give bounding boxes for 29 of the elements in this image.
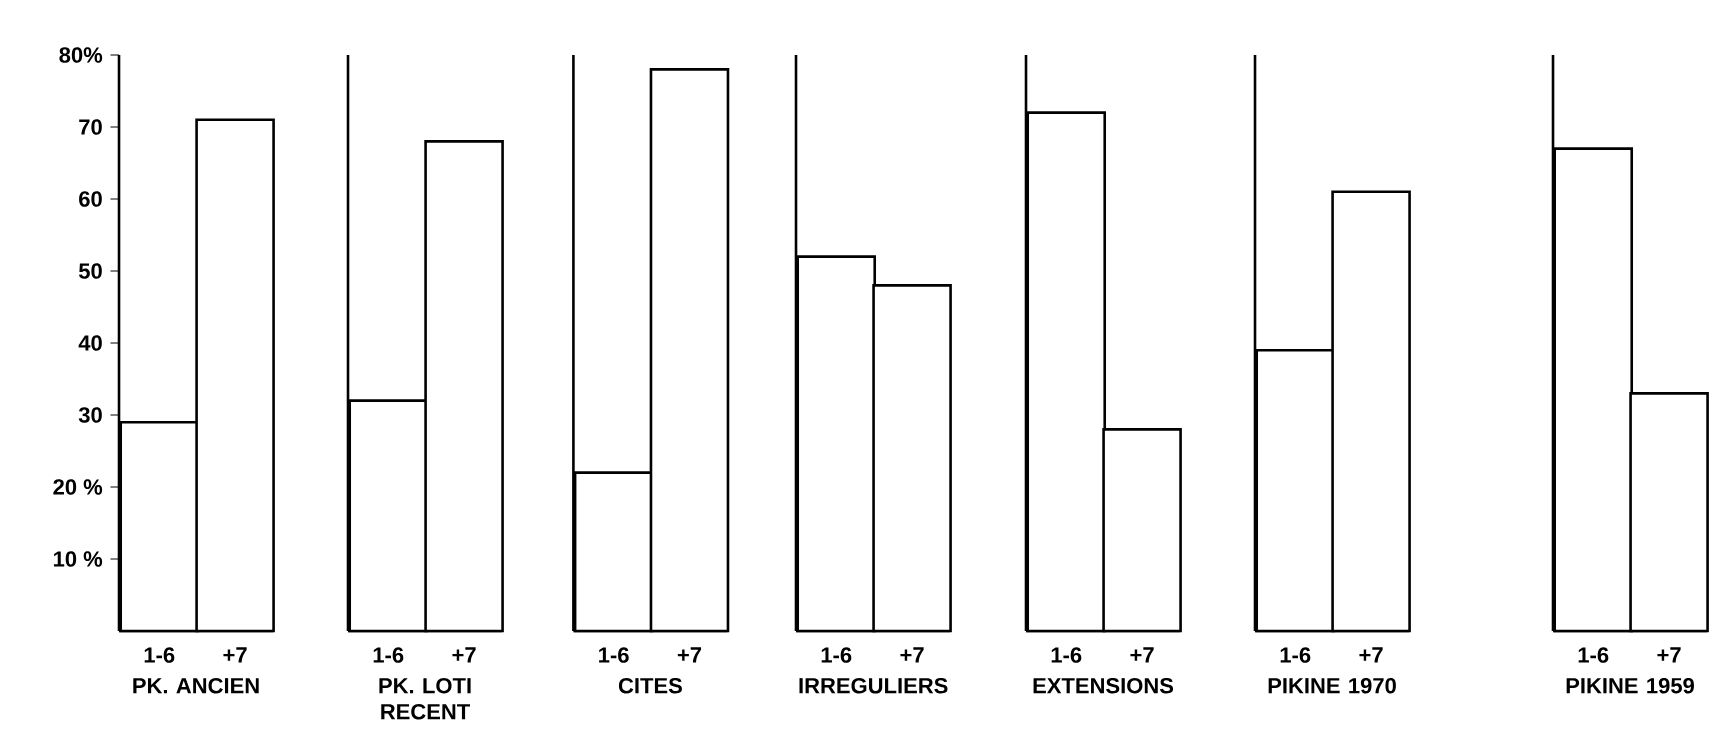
- y-tick-label: 30: [78, 407, 102, 423]
- x-axis-title: PK. ANCIEN: [133, 677, 259, 694]
- x-tick-label: 1-6: [1280, 647, 1311, 663]
- x-axis-title: PIKINE 1970: [1268, 677, 1396, 694]
- x-axis-title: IRREGULIERS: [799, 677, 948, 694]
- x-tick-label: 1-6: [1578, 647, 1609, 663]
- y-tick-label: 80%: [59, 47, 103, 63]
- x-tick-label: +7: [1657, 647, 1681, 663]
- x-axis-title: PK. LOTI RECENT: [379, 677, 471, 720]
- x-tick-label: 1-6: [144, 647, 175, 663]
- y-tick-label: 40: [78, 335, 102, 351]
- x-tick-label: +7: [223, 647, 247, 663]
- x-axis-title: EXTENSIONS: [1033, 677, 1174, 694]
- y-tick-label: 70: [79, 119, 102, 135]
- y-tick-label: 20 %: [53, 479, 103, 495]
- y-tick-label: 10 %: [53, 551, 103, 567]
- x-tick-label: +7: [900, 647, 924, 663]
- x-axis-title: CITES: [618, 677, 682, 694]
- x-tick-label: 1-6: [373, 647, 404, 663]
- x-tick-label: +7: [1359, 647, 1383, 663]
- x-tick-label: +7: [677, 647, 702, 663]
- x-tick-label: +7: [452, 647, 476, 663]
- x-tick-label: +7: [1130, 647, 1154, 663]
- x-tick-label: 1-6: [1051, 647, 1082, 663]
- y-tick-label: 50: [78, 263, 102, 279]
- x-tick-label: 1-6: [599, 647, 629, 663]
- x-tick-label: 1-6: [821, 647, 852, 663]
- y-tick-label: 60: [79, 191, 102, 207]
- x-axis-title: PIKINE 1959: [1566, 677, 1694, 694]
